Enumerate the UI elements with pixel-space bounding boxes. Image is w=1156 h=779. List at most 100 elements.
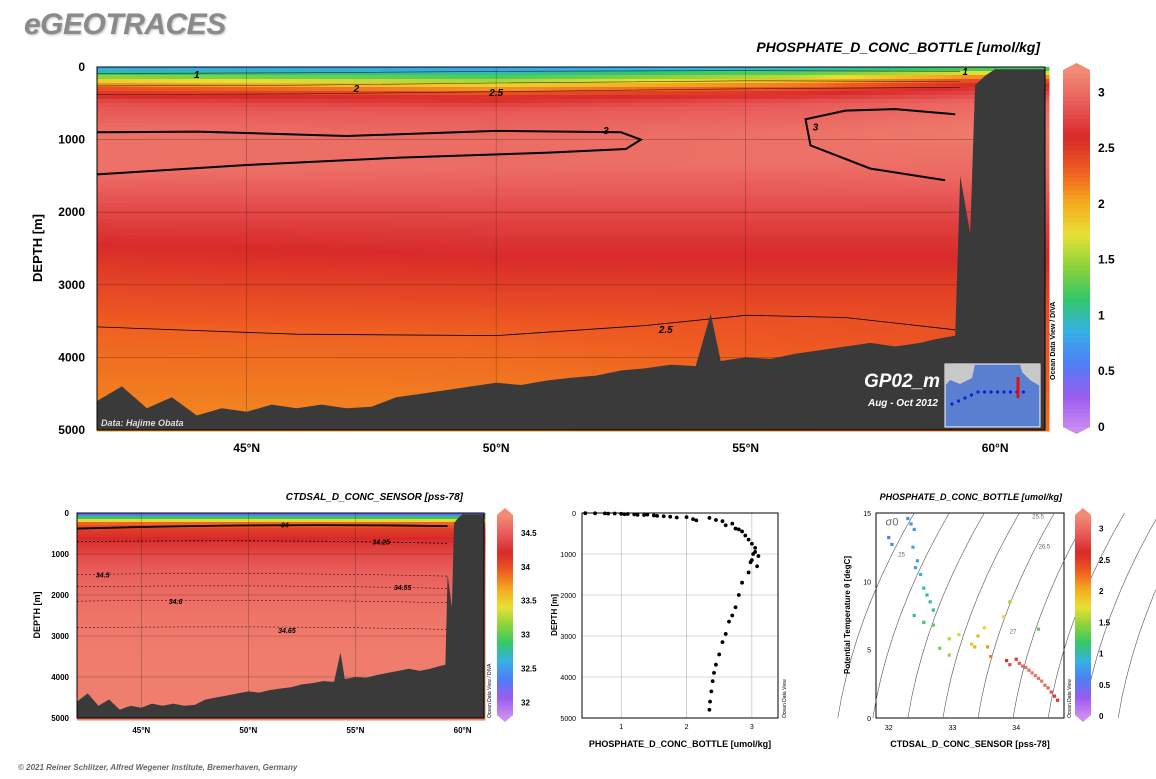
phosphate-cell <box>201 107 210 112</box>
phosphate-cell <box>145 83 154 88</box>
phosphate-cell <box>201 151 210 156</box>
phosphate-cell <box>265 279 274 284</box>
phosphate-cell <box>385 123 394 128</box>
phosphate-cell <box>457 371 466 376</box>
phosphate-cell <box>409 203 418 208</box>
phosphate-cell <box>217 119 226 124</box>
phosphate-cell <box>201 223 210 228</box>
phosphate-cell <box>177 351 186 356</box>
phosphate-cell <box>305 247 314 252</box>
phosphate-cell <box>313 335 322 340</box>
phosphate-cell <box>297 123 306 128</box>
phosphate-cell <box>273 391 282 396</box>
phosphate-cell <box>241 215 250 220</box>
phosphate-cell <box>257 395 266 400</box>
phosphate-cell <box>177 151 186 156</box>
phosphate-cell <box>225 223 234 228</box>
phosphate-cell <box>321 351 330 356</box>
phosphate-cell <box>257 299 266 304</box>
phosphate-cell <box>497 223 506 228</box>
phosphate-cell <box>161 331 170 336</box>
phosphate-cell <box>161 123 170 128</box>
phosphate-cell <box>425 215 434 220</box>
phosphate-cell <box>209 87 218 92</box>
phosphate-cell <box>113 319 122 324</box>
phosphate-cell <box>497 347 506 352</box>
phosphate-cell <box>313 151 322 156</box>
phosphate-cell <box>273 135 282 140</box>
phosphate-cell <box>217 331 226 336</box>
phosphate-cell <box>337 79 346 84</box>
phosphate-cell <box>121 343 130 348</box>
phosphate-cell <box>297 131 306 136</box>
phosphate-cell <box>217 115 226 120</box>
phosphate-cell <box>329 123 338 128</box>
phosphate-cell <box>449 235 458 240</box>
phosphate-cell <box>113 343 122 348</box>
phosphate-cell <box>281 111 290 116</box>
phosphate-cell <box>233 95 242 100</box>
phosphate-cell <box>153 79 162 84</box>
phosphate-cell <box>257 143 266 148</box>
phosphate-cell <box>313 95 322 100</box>
phosphate-cell <box>417 103 426 108</box>
phosphate-cell <box>113 251 122 256</box>
phosphate-cell <box>121 211 130 216</box>
phosphate-cell <box>265 231 274 236</box>
phosphate-cell <box>417 183 426 188</box>
phosphate-cell <box>225 175 234 180</box>
phosphate-cell <box>297 135 306 140</box>
phosphate-cell <box>297 255 306 260</box>
phosphate-cell <box>401 391 410 396</box>
phosphate-cell <box>457 367 466 372</box>
phosphate-cell <box>105 379 114 384</box>
phosphate-cell <box>353 295 362 300</box>
phosphate-cell <box>337 107 346 112</box>
phosphate-cell <box>321 83 330 88</box>
phosphate-cell <box>233 231 242 236</box>
phosphate-cell <box>289 91 298 96</box>
phosphate-cell <box>393 303 402 308</box>
phosphate-cell <box>401 363 410 368</box>
phosphate-cell <box>513 231 522 236</box>
phosphate-cell <box>385 143 394 148</box>
phosphate-cell <box>345 107 354 112</box>
phosphate-cell <box>385 323 394 328</box>
phosphate-cell <box>201 187 210 192</box>
phosphate-cell <box>321 295 330 300</box>
phosphate-cell <box>329 383 338 388</box>
phosphate-cell <box>105 79 114 84</box>
phosphate-cell <box>425 255 434 260</box>
phosphate-cell <box>209 291 218 296</box>
phosphate-cell <box>521 131 530 136</box>
brand-logo: eGEOTRACES <box>24 8 226 41</box>
phosphate-cell <box>313 307 322 312</box>
phosphate-cell <box>345 163 354 168</box>
phosphate-cell <box>505 299 514 304</box>
phosphate-cell <box>497 167 506 172</box>
phosphate-cell <box>97 283 106 288</box>
phosphate-cell <box>497 307 506 312</box>
phosphate-cell <box>161 159 170 164</box>
phosphate-cell <box>193 251 202 256</box>
phosphate-cell <box>409 231 418 236</box>
phosphate-cell <box>121 187 130 192</box>
phosphate-cell <box>169 91 178 96</box>
phosphate-cell <box>465 327 474 332</box>
phosphate-cell <box>177 219 186 224</box>
phosphate-cell <box>201 247 210 252</box>
phosphate-cell <box>337 331 346 336</box>
phosphate-cell <box>145 367 154 372</box>
phosphate-cell <box>281 199 290 204</box>
phosphate-cell <box>497 311 506 316</box>
phosphate-cell <box>449 371 458 376</box>
phosphate-cell <box>121 139 130 144</box>
phosphate-cell <box>417 227 426 232</box>
phosphate-cell <box>337 83 346 88</box>
phosphate-cell <box>441 263 450 268</box>
phosphate-cell <box>257 191 266 196</box>
phosphate-cell <box>241 403 250 408</box>
phosphate-cell <box>169 219 178 224</box>
phosphate-cell <box>369 191 378 196</box>
phosphate-cell <box>529 95 538 100</box>
